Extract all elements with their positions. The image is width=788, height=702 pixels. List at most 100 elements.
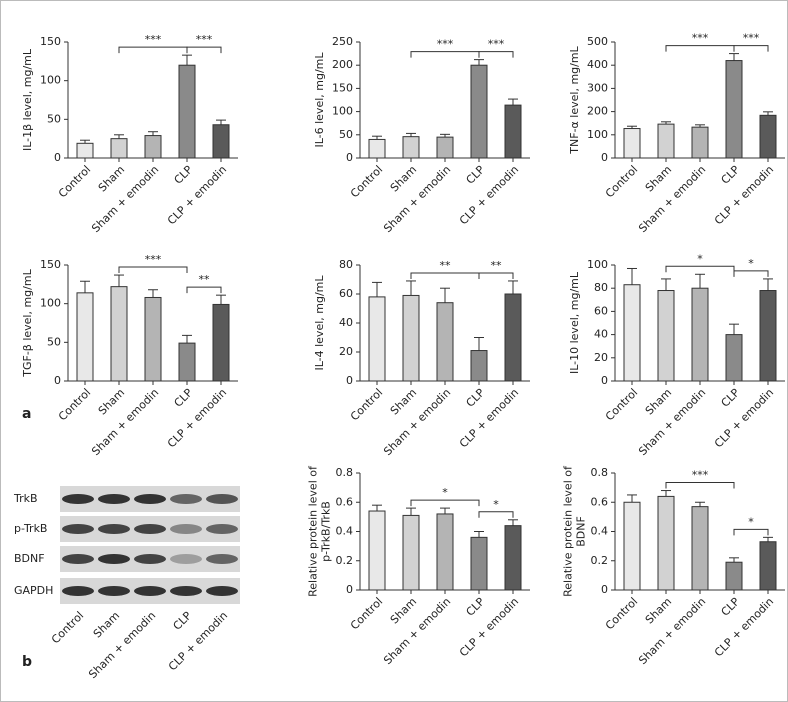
bar bbox=[110, 286, 128, 382]
y-tick-label: 60 bbox=[339, 287, 353, 300]
y-tick-label: 0 bbox=[601, 151, 608, 164]
bar bbox=[76, 142, 94, 159]
significance-label: *** bbox=[743, 32, 760, 45]
y-tick-label: 0 bbox=[346, 583, 353, 596]
y-tick-label: 0.4 bbox=[591, 525, 609, 538]
blot-band bbox=[170, 494, 202, 504]
blot-band bbox=[98, 554, 130, 564]
y-tick-label: 300 bbox=[587, 81, 608, 94]
y-tick-label: 200 bbox=[587, 105, 608, 118]
blot-row-label: BDNF bbox=[14, 552, 45, 565]
panel-label: a bbox=[22, 406, 31, 422]
bar bbox=[368, 296, 386, 382]
bar bbox=[470, 536, 488, 591]
bar bbox=[623, 501, 641, 591]
blot-band bbox=[62, 586, 94, 596]
blot-band bbox=[206, 554, 238, 564]
significance-bracket bbox=[410, 499, 480, 507]
y-tick-label: 80 bbox=[339, 258, 353, 271]
y-tick-label: 0.6 bbox=[591, 495, 609, 508]
significance-label: *** bbox=[692, 32, 709, 45]
blot-band bbox=[62, 524, 94, 534]
y-tick-label: 400 bbox=[587, 58, 608, 71]
blot-row-label: GAPDH bbox=[14, 584, 53, 597]
y-tick-label: 20 bbox=[339, 345, 353, 358]
y-tick-label: 50 bbox=[339, 128, 353, 141]
y-tick-label: 100 bbox=[332, 105, 353, 118]
blot-band bbox=[62, 554, 94, 564]
y-tick-label: 0.2 bbox=[336, 554, 354, 567]
bar bbox=[691, 126, 709, 159]
blot-row-label: TrkB bbox=[13, 492, 38, 505]
significance-bracket bbox=[665, 482, 735, 489]
panel-label: b bbox=[22, 654, 32, 670]
bar bbox=[402, 294, 420, 382]
significance-label: * bbox=[748, 257, 754, 270]
y-tick-label: 0.8 bbox=[336, 466, 354, 479]
bar bbox=[504, 293, 522, 382]
significance-bracket bbox=[665, 265, 735, 273]
bar bbox=[657, 123, 675, 159]
bar bbox=[436, 302, 454, 382]
bar bbox=[623, 128, 641, 159]
y-axis-label: IL-10 level, mg/mL bbox=[568, 271, 581, 374]
bar bbox=[212, 124, 230, 159]
y-tick-label: 40 bbox=[594, 328, 608, 341]
bar bbox=[759, 541, 777, 591]
blot-band bbox=[170, 554, 202, 564]
y-axis-label: p-TrkB/TrkB bbox=[320, 501, 333, 562]
y-tick-label: 20 bbox=[594, 351, 608, 364]
bar bbox=[725, 60, 743, 159]
bar bbox=[759, 114, 777, 159]
blot-band bbox=[98, 586, 130, 596]
bar bbox=[178, 342, 196, 382]
y-axis-label: TNF-α level, mg/mL bbox=[568, 45, 581, 154]
bar bbox=[691, 506, 709, 591]
bar bbox=[623, 284, 641, 382]
significance-bracket bbox=[186, 286, 222, 294]
blot-band bbox=[98, 524, 130, 534]
significance-bracket bbox=[118, 266, 188, 274]
significance-label: * bbox=[493, 498, 499, 511]
significance-bracket bbox=[733, 45, 769, 52]
significance-label: *** bbox=[692, 469, 709, 482]
y-tick-label: 500 bbox=[587, 35, 608, 48]
significance-label: * bbox=[697, 252, 703, 265]
bar bbox=[470, 350, 488, 382]
y-tick-label: 150 bbox=[40, 258, 61, 271]
bar bbox=[368, 510, 386, 591]
bar bbox=[657, 495, 675, 591]
bar bbox=[402, 514, 420, 591]
significance-bracket bbox=[478, 272, 514, 279]
significance-label: *** bbox=[145, 253, 162, 266]
bar bbox=[470, 64, 488, 159]
y-tick-label: 250 bbox=[332, 35, 353, 48]
y-tick-label: 40 bbox=[339, 316, 353, 329]
y-axis-label: Relative protein level of bbox=[307, 465, 320, 597]
y-tick-label: 0.2 bbox=[591, 554, 609, 567]
blot-band bbox=[206, 494, 238, 504]
blot-band bbox=[134, 586, 166, 596]
bar bbox=[368, 138, 386, 159]
significance-bracket bbox=[733, 528, 769, 536]
bar bbox=[110, 138, 128, 159]
significance-label: ** bbox=[491, 259, 503, 272]
bar bbox=[436, 136, 454, 159]
blot-band bbox=[206, 586, 238, 596]
y-tick-label: 0 bbox=[54, 151, 61, 164]
y-tick-label: 60 bbox=[594, 304, 608, 317]
significance-bracket bbox=[733, 270, 769, 277]
significance-bracket bbox=[478, 511, 514, 518]
blot-band bbox=[134, 524, 166, 534]
significance-bracket bbox=[478, 51, 514, 58]
bar bbox=[691, 287, 709, 382]
blot-band bbox=[62, 494, 94, 504]
bar bbox=[212, 303, 230, 382]
significance-label: * bbox=[442, 486, 448, 499]
bar bbox=[436, 513, 454, 591]
y-axis-label: Relative protein level of bbox=[562, 465, 575, 597]
bar bbox=[178, 64, 196, 159]
significance-bracket bbox=[186, 46, 222, 54]
significance-label: * bbox=[748, 515, 754, 528]
blot-row-label: p-TrkB bbox=[14, 522, 47, 535]
